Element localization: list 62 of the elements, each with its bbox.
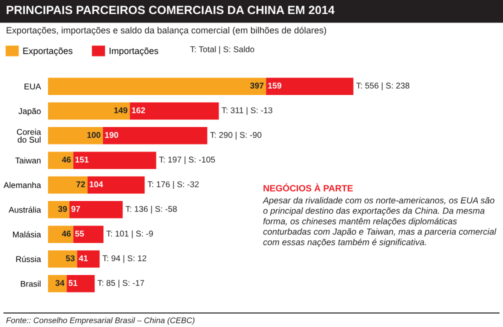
data-label: 159 (268, 82, 282, 89)
data-label: 34 (55, 280, 64, 286)
total-label: T: 94 | S: 12 (102, 255, 146, 263)
bar (48, 152, 74, 169)
y-tick-label: Coreia do Sul (16, 128, 42, 143)
data-label: 100 (87, 132, 100, 138)
y-tick-label: Rússia (16, 256, 42, 262)
total-label: T: 136 | S: -58 (126, 206, 177, 214)
y-tick-label: Japão (18, 108, 41, 116)
bar (48, 176, 88, 194)
legend-label: Exportações (23, 48, 72, 56)
bar (48, 250, 78, 268)
y-tick-label: Taiwan (15, 157, 41, 164)
bar (48, 102, 130, 120)
y-tick-label: Austrália (8, 206, 42, 213)
total-label: T: 556 | S: 238 (356, 82, 410, 90)
data-label: 72 (76, 181, 86, 188)
data-label: 55 (75, 230, 84, 237)
y-tick-label: EUA (24, 84, 42, 90)
chart-title: PRINCIPAIS PARCEIROS COMERCIAIS DA CHINA EM 2014 (6, 6, 335, 14)
bar (102, 127, 208, 144)
data-label: 97 (71, 206, 80, 212)
bar (66, 275, 95, 292)
data-label: 104 (90, 181, 104, 188)
bar (48, 78, 266, 95)
data-label: 51 (68, 280, 78, 286)
bar (73, 152, 156, 169)
bar (266, 78, 354, 95)
data-label: 397 (250, 82, 264, 89)
bar (88, 176, 145, 194)
annotation: NEGÓCIOS À PARTE (264, 183, 353, 192)
bar (77, 250, 100, 268)
chart-subtitle: Exportações, importações e saldo da balança comercial (em bilhões de dólares) (6, 26, 326, 36)
annotation: Apesar da rivalidade com os norte-americanos, os EUA são o principal destino das exportações da China. Da mesma forma, os chineses mantêm relações diplomáticas conturbadas com Japão e Taiwan, mas a parceria comercial com essas nações também é significativa. (262, 197, 496, 247)
total-label: T: 290 | S: -90 (210, 132, 262, 140)
y-tick-label: Alemanha (4, 182, 42, 188)
bar (73, 226, 104, 243)
bar (130, 102, 219, 120)
data-label: 39 (58, 206, 67, 212)
data-label: 53 (66, 255, 75, 262)
bar (48, 127, 103, 144)
total-label: T: 176 | S: -32 (148, 181, 199, 189)
data-label: 41 (78, 255, 88, 262)
data-label: 162 (132, 107, 146, 114)
total-label: T: 101 | S: -9 (106, 230, 153, 238)
data-label: 149 (114, 107, 128, 114)
data-label: 190 (105, 132, 118, 138)
bar (69, 201, 123, 218)
data-label: 46 (62, 156, 71, 163)
data-label: 151 (75, 156, 89, 163)
bar (48, 201, 70, 218)
bar (48, 226, 74, 243)
total-label: T: 85 | S: -17 (98, 280, 144, 288)
total-label: T: 197 | S: -105 (159, 156, 215, 164)
total-label: T: 311 | S: -13 (222, 107, 272, 115)
legend-label: Importações (110, 48, 158, 56)
source-note: Fonte:: Conselho Empresarial Brasil – China (CEBC) (6, 317, 194, 325)
bar (48, 275, 67, 292)
y-tick-label: Malásia (13, 231, 42, 238)
y-tick-label: Brasil (20, 280, 40, 287)
data-label: 46 (62, 230, 71, 237)
text: T: Total | S: Saldo (190, 46, 254, 54)
